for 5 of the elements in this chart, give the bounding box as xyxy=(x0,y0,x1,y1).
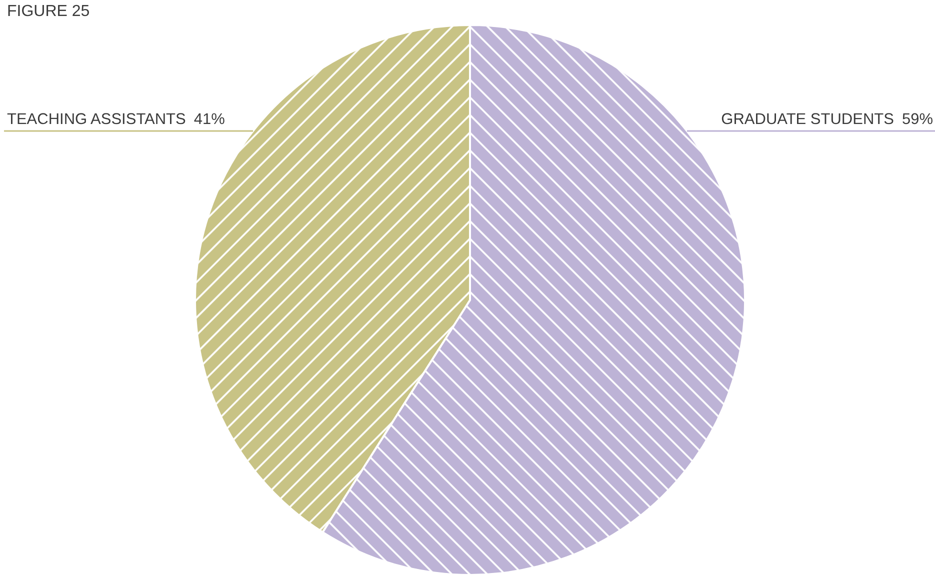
data-label: 41% xyxy=(194,111,226,128)
data-label: 59% xyxy=(902,111,934,128)
slice-label: GRADUATE STUDENTS xyxy=(721,111,894,128)
slice-label: TEACHING ASSISTANTS xyxy=(7,111,186,128)
chart-title: FIGURE 25 xyxy=(7,3,90,21)
